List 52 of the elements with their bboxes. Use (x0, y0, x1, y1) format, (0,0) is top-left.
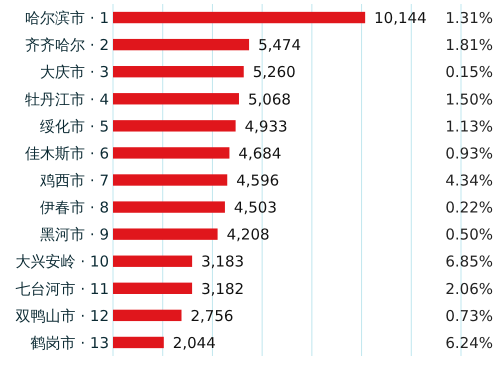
y-tick-label: 双鸭山市 · 12 (16, 306, 109, 325)
y-tick-label: 绥化市 · 5 (40, 117, 109, 136)
annotation: 1.50% (445, 90, 493, 108)
data-label: 3,183 (201, 252, 244, 271)
bar (113, 38, 250, 50)
annotation: 0.93% (445, 144, 493, 162)
data-label: 4,503 (234, 198, 277, 217)
data-label: 2,044 (172, 334, 216, 352)
annotation: 0.22% (445, 198, 493, 217)
y-tick-label: 黑河市 · 9 (40, 226, 109, 244)
y-tick-label: 佳木斯市 · 6 (25, 144, 109, 162)
y-tick-label: 齐齐哈尔 · 2 (25, 36, 109, 54)
annotation: 4.34% (445, 172, 493, 190)
annotation: 0.50% (445, 226, 493, 244)
y-tick-label: 哈尔滨市 · 1 (25, 9, 109, 28)
y-tick-label: 大庆市 · 3 (40, 63, 109, 82)
annotation: 1.31% (445, 9, 493, 28)
bar (113, 147, 230, 159)
annotation: 6.85% (445, 252, 493, 271)
data-label: 5,474 (258, 36, 302, 54)
bar (113, 201, 225, 213)
annotation: 2.06% (445, 280, 493, 298)
data-label: 2,756 (190, 306, 234, 325)
bar (113, 174, 228, 186)
y-tick-label: 牡丹江市 · 4 (25, 90, 109, 108)
data-label: 4,596 (236, 172, 280, 190)
bar (113, 228, 218, 240)
bar (113, 282, 192, 294)
data-label: 10,144 (374, 9, 427, 28)
annotation: 0.15% (445, 63, 493, 82)
bar (113, 336, 164, 348)
data-label: 5,260 (252, 63, 296, 82)
bar (113, 12, 366, 24)
y-tick-label: 鹤岗市 · 13 (30, 334, 109, 352)
annotation: 0.73% (445, 306, 493, 325)
bar (113, 256, 192, 267)
data-label: 4,933 (244, 117, 288, 136)
y-tick-label: 大兴安岭 · 10 (16, 252, 109, 271)
y-tick-label: 伊春市 · 8 (40, 198, 109, 217)
y-tick-label: 七台河市 · 11 (16, 280, 109, 298)
bar (113, 66, 244, 78)
annotation: 1.81% (445, 36, 493, 54)
data-label: 4,208 (226, 226, 270, 244)
data-label: 4,684 (238, 144, 282, 162)
annotation: 6.24% (445, 334, 493, 352)
data-label: 3,182 (201, 280, 244, 298)
bar (113, 93, 239, 104)
bar (113, 120, 236, 132)
data-label: 5,068 (248, 90, 291, 108)
y-tick-label: 鸡西市 · 7 (39, 172, 109, 190)
bar (113, 310, 182, 322)
annotation: 1.13% (445, 117, 493, 136)
